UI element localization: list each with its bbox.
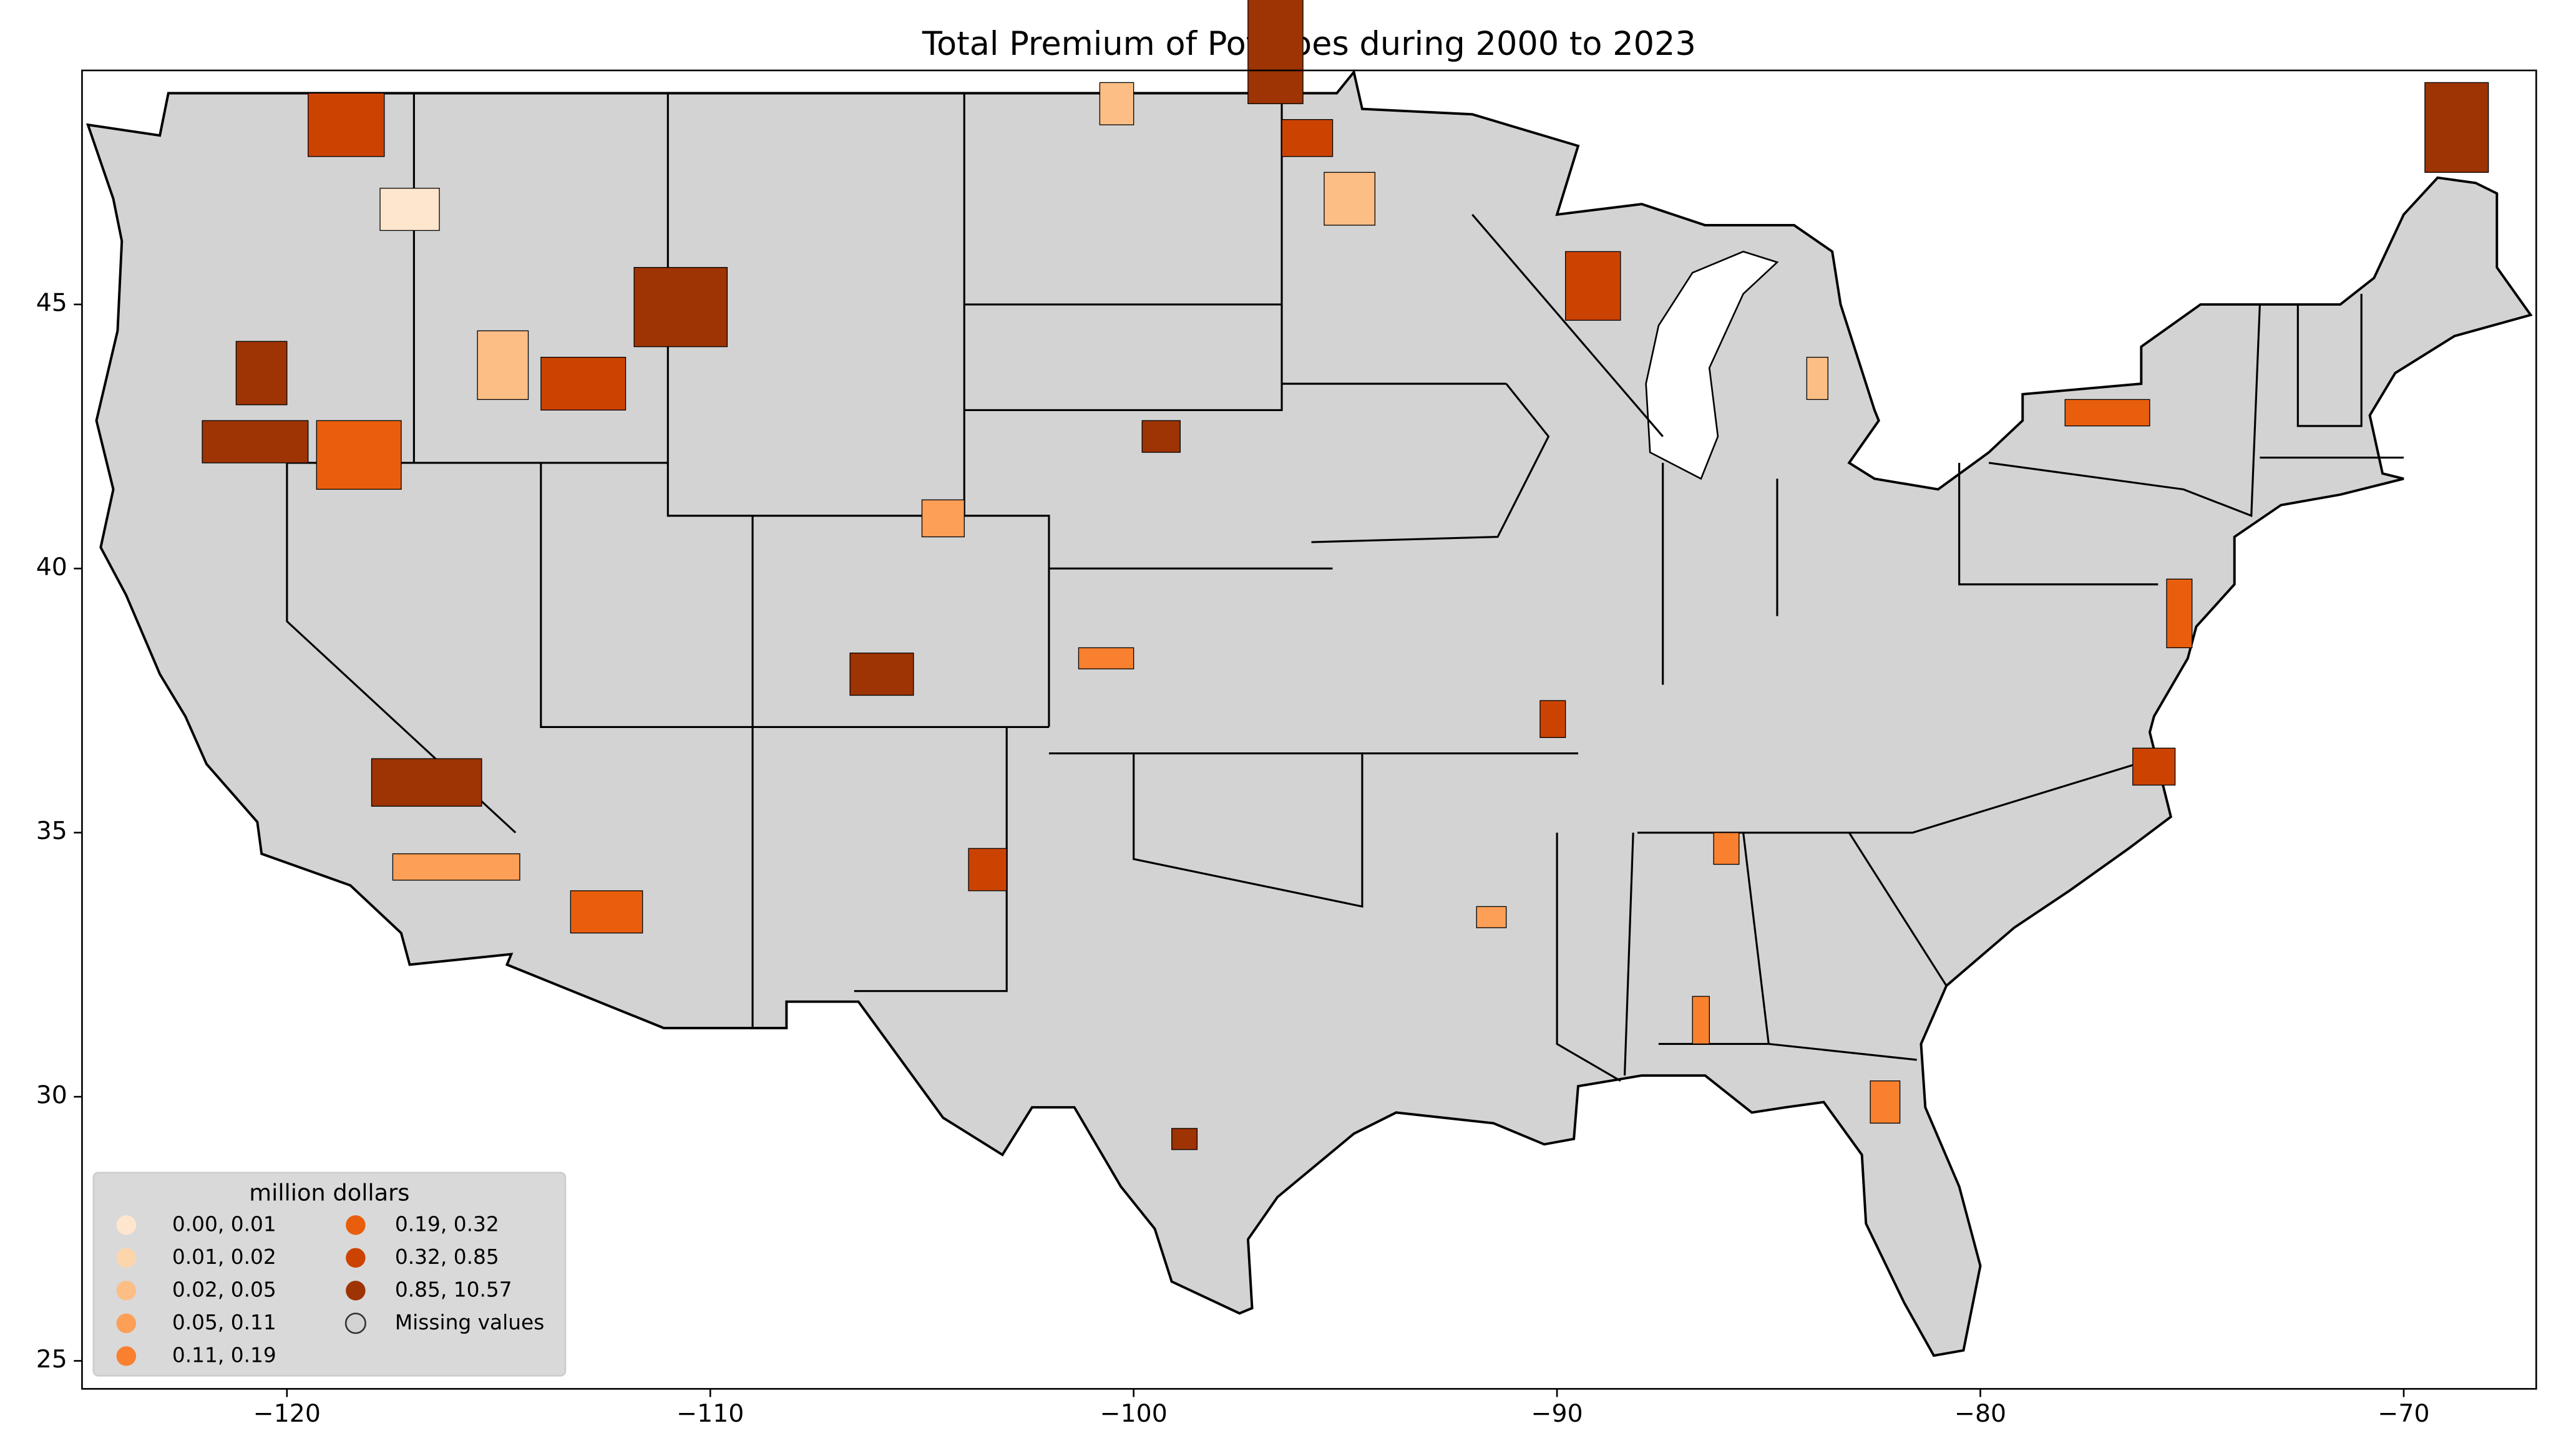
legend-swatch — [116, 1346, 137, 1366]
legend-box — [92, 1172, 567, 1377]
axes-frame — [81, 69, 2537, 1390]
state-border — [1848, 832, 1948, 987]
county — [570, 890, 643, 934]
state-border — [1988, 304, 2261, 518]
county — [316, 420, 402, 490]
state-border — [540, 462, 1049, 728]
county — [1692, 996, 1710, 1045]
county — [371, 758, 482, 807]
x-tick-label: −110 — [676, 1399, 744, 1428]
county — [202, 420, 309, 463]
legend-label: Missing values — [395, 1311, 544, 1334]
lake — [1645, 250, 1779, 480]
legend-label: 0.00, 0.01 — [172, 1212, 276, 1236]
county — [633, 267, 728, 347]
x-tick-label: −70 — [2378, 1399, 2429, 1428]
legend-label: 0.05, 0.11 — [172, 1311, 276, 1334]
legend-swatch — [346, 1215, 366, 1235]
legend-label: 0.32, 0.85 — [395, 1245, 499, 1269]
legend-label: 0.01, 0.02 — [172, 1245, 276, 1269]
state-border — [1311, 383, 1550, 543]
legend-swatch — [116, 1215, 137, 1235]
county — [1565, 251, 1621, 321]
county — [921, 499, 965, 538]
state-border — [1958, 462, 2158, 586]
county — [1281, 119, 1334, 157]
legend-swatch — [346, 1281, 366, 1301]
county — [1539, 700, 1566, 738]
state-border — [964, 93, 1283, 411]
county — [849, 653, 914, 696]
county — [1099, 82, 1134, 125]
county — [1078, 647, 1134, 669]
legend-label: 0.02, 0.05 — [172, 1278, 276, 1301]
county — [1806, 357, 1828, 400]
us-outline — [85, 69, 2533, 1357]
legend-swatch — [344, 1313, 366, 1334]
y-tick-label: 35 — [36, 817, 67, 845]
x-tick-label: −100 — [1100, 1399, 1168, 1428]
county — [392, 853, 520, 881]
x-tick-label: −120 — [253, 1399, 321, 1428]
legend-label: 0.11, 0.19 — [172, 1343, 276, 1367]
county — [1141, 420, 1181, 453]
county — [2132, 747, 2176, 786]
state-border — [2296, 294, 2363, 427]
county — [1247, 0, 1304, 104]
state-border — [1768, 1042, 1917, 1061]
legend-swatch — [346, 1248, 366, 1268]
county — [1171, 1128, 1198, 1150]
legend-label: 0.85, 10.57 — [395, 1278, 512, 1301]
legend-swatch — [116, 1313, 137, 1334]
county — [477, 330, 529, 400]
county — [308, 92, 385, 157]
plot-area — [85, 0, 2533, 1357]
county — [540, 357, 627, 411]
legend-label: 0.19, 0.32 — [395, 1212, 499, 1236]
county — [1324, 172, 1376, 226]
y-tick-label: 45 — [36, 288, 67, 317]
x-tick-label: −80 — [1954, 1399, 2006, 1428]
county — [2424, 82, 2489, 173]
county — [968, 848, 1007, 891]
map-title: Total Premium of Potatoes during 2000 to… — [922, 25, 1696, 63]
y-tick-label: 30 — [36, 1081, 67, 1110]
county — [2166, 578, 2193, 649]
state-border — [1556, 832, 1621, 1082]
state-border — [1623, 832, 1634, 1076]
state-border — [1048, 752, 1363, 908]
x-tick-label: −90 — [1531, 1399, 1583, 1428]
county — [1713, 832, 1740, 865]
county — [1476, 906, 1507, 928]
county — [379, 188, 440, 231]
state-border — [854, 727, 1008, 993]
legend-swatch — [116, 1248, 137, 1268]
legend-swatch — [116, 1281, 137, 1301]
county — [235, 341, 288, 405]
legend-title: million dollars — [249, 1179, 409, 1206]
legend: million dollars 0.00, 0.01 0.01, 0.02 0.02,… — [92, 1172, 567, 1377]
y-tick-label: 25 — [36, 1345, 67, 1374]
state-border — [1471, 213, 1664, 437]
county — [2064, 399, 2150, 427]
county — [1870, 1080, 1901, 1124]
state-border — [964, 515, 1050, 727]
y-tick-label: 40 — [36, 553, 67, 581]
